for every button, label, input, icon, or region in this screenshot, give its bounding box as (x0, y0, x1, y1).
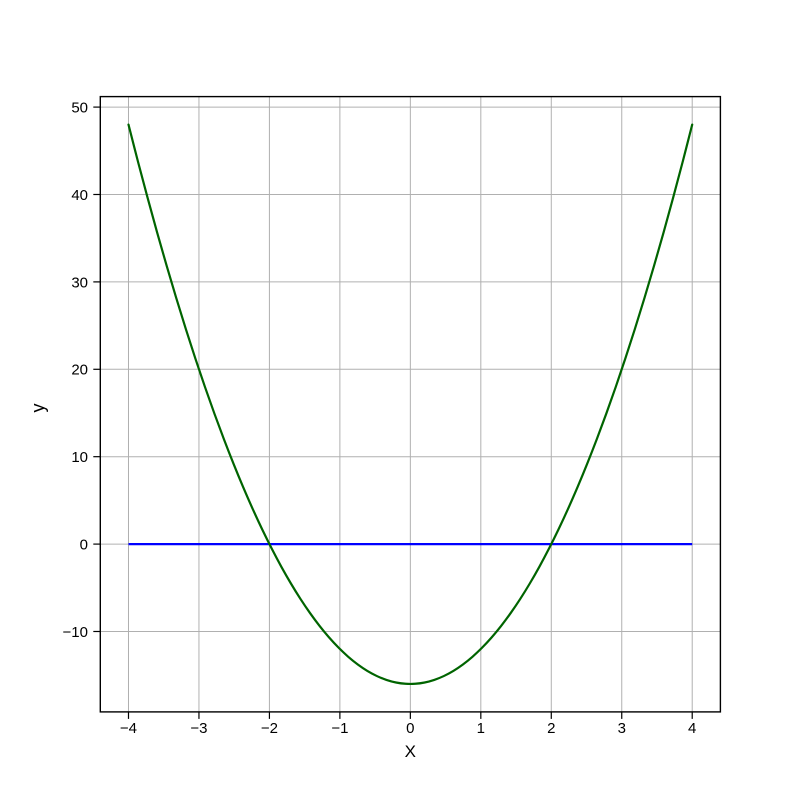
svg-text:−10: −10 (63, 624, 88, 641)
svg-text:X: X (405, 742, 416, 761)
svg-text:10: 10 (71, 449, 88, 466)
svg-text:−4: −4 (120, 720, 137, 737)
svg-text:50: 50 (71, 100, 88, 117)
svg-text:0: 0 (406, 720, 414, 737)
svg-text:4: 4 (688, 720, 696, 737)
svg-text:2: 2 (547, 720, 555, 737)
svg-text:30: 30 (71, 274, 88, 291)
svg-text:−1: −1 (331, 720, 348, 737)
svg-text:3: 3 (618, 720, 626, 737)
svg-text:−3: −3 (190, 720, 207, 737)
svg-text:y: y (28, 404, 48, 413)
svg-text:40: 40 (71, 187, 88, 204)
svg-text:−2: −2 (261, 720, 278, 737)
svg-text:1: 1 (477, 720, 485, 737)
svg-text:20: 20 (71, 362, 88, 379)
svg-text:0: 0 (80, 537, 88, 554)
